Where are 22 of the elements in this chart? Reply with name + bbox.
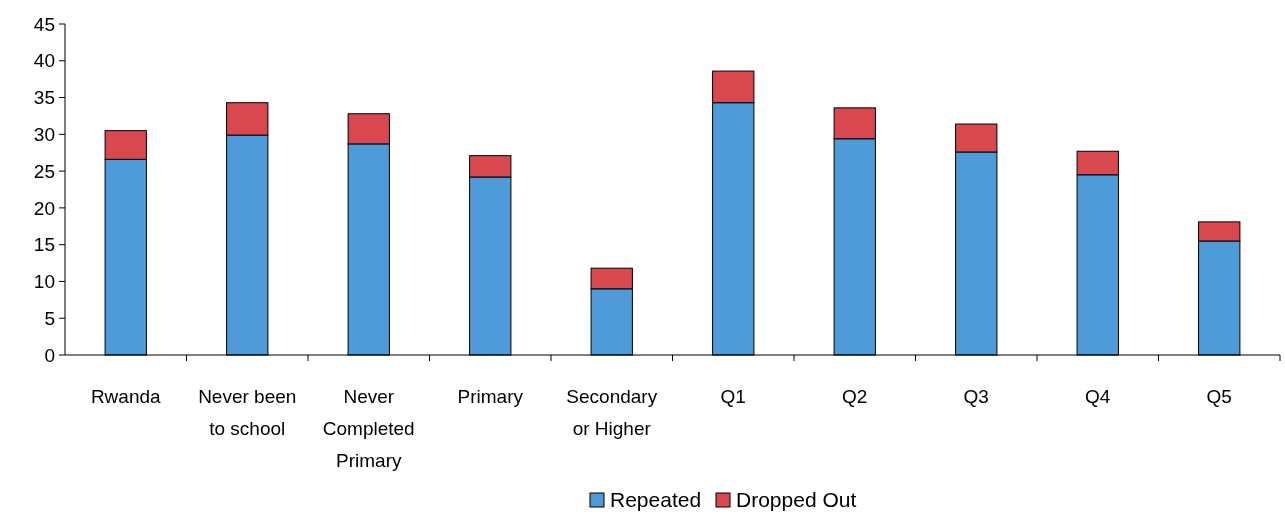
x-tick-label: Q2 — [842, 386, 868, 407]
y-tick-label: 5 — [44, 307, 55, 329]
legend-label: Repeated — [610, 488, 702, 511]
legend-label: Dropped Out — [736, 488, 857, 511]
y-tick-label: 25 — [33, 160, 55, 182]
y-tick-label: 0 — [44, 344, 55, 366]
y-tick-label: 40 — [33, 50, 55, 72]
x-tick-label: Primary — [457, 386, 524, 407]
y-tick-label: 35 — [33, 87, 55, 109]
x-tick-label: Q4 — [1085, 386, 1111, 407]
x-tick-label: Never been to school — [198, 386, 297, 439]
y-tick-label: 30 — [33, 123, 55, 145]
y-tick-label: 15 — [33, 234, 55, 256]
x-tick-label: Q5 — [1206, 386, 1232, 407]
x-tick-label: Secondary or Higher — [566, 386, 658, 439]
x-tick-label: Rwanda — [90, 386, 162, 407]
x-tick-label: Never Completed Primary — [322, 386, 415, 471]
x-tick-label: Q3 — [963, 386, 989, 407]
x-tick-label: Q1 — [720, 386, 746, 407]
y-tick-label: 10 — [33, 271, 55, 293]
y-tick-label: 20 — [33, 197, 55, 219]
y-tick-label: 45 — [33, 13, 55, 35]
